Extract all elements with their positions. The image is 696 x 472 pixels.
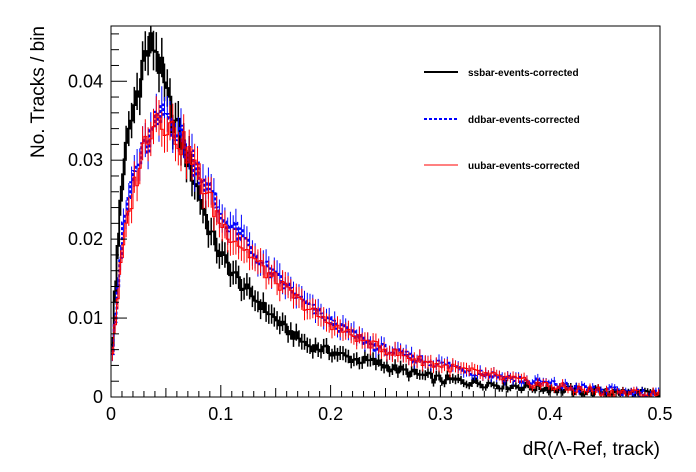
x-axis-label: dR(Λ-Ref, track) bbox=[523, 439, 660, 460]
plot-frame bbox=[110, 25, 661, 398]
y-tick-label: 0 bbox=[93, 387, 103, 407]
y-tick-label: 0.02 bbox=[68, 229, 103, 249]
legend-item-ssbar: ssbar-events-corrected bbox=[424, 68, 579, 79]
series-uubar-events-corrected bbox=[111, 96, 660, 397]
y-tick-label: 0.04 bbox=[68, 71, 103, 91]
legend-item-uubar: uubar-events-corrected bbox=[424, 161, 580, 172]
legend-label-ssbar: ssbar-events-corrected bbox=[468, 68, 579, 79]
series-layer bbox=[111, 26, 660, 397]
legend-item-ddbar: ddbar-events-corrected bbox=[424, 115, 580, 126]
x-tick-label: 0.5 bbox=[647, 404, 672, 424]
x-tick-label: 0.2 bbox=[318, 404, 343, 424]
y-axis-label: No. Tracks / bin bbox=[28, 26, 49, 158]
y-tick-label: 0.01 bbox=[68, 308, 103, 328]
x-tick-label: 0 bbox=[106, 404, 116, 424]
y-tick-label: 0.03 bbox=[68, 150, 103, 170]
legend-label-ddbar: ddbar-events-corrected bbox=[468, 115, 580, 126]
y-axis: 0 0.01 0.02 0.03 0.04 bbox=[68, 33, 127, 407]
x-axis: 0 0.1 0.2 0.3 0.4 0.5 bbox=[106, 385, 673, 424]
legend-label-uubar: uubar-events-corrected bbox=[468, 161, 580, 172]
series-line bbox=[111, 113, 660, 397]
x-tick-label: 0.1 bbox=[208, 404, 233, 424]
x-tick-label: 0.3 bbox=[428, 404, 453, 424]
legend: ssbar-events-corrected ddbar-events-corr… bbox=[424, 68, 580, 172]
series-line bbox=[111, 32, 660, 397]
x-tick-label: 0.4 bbox=[538, 404, 563, 424]
